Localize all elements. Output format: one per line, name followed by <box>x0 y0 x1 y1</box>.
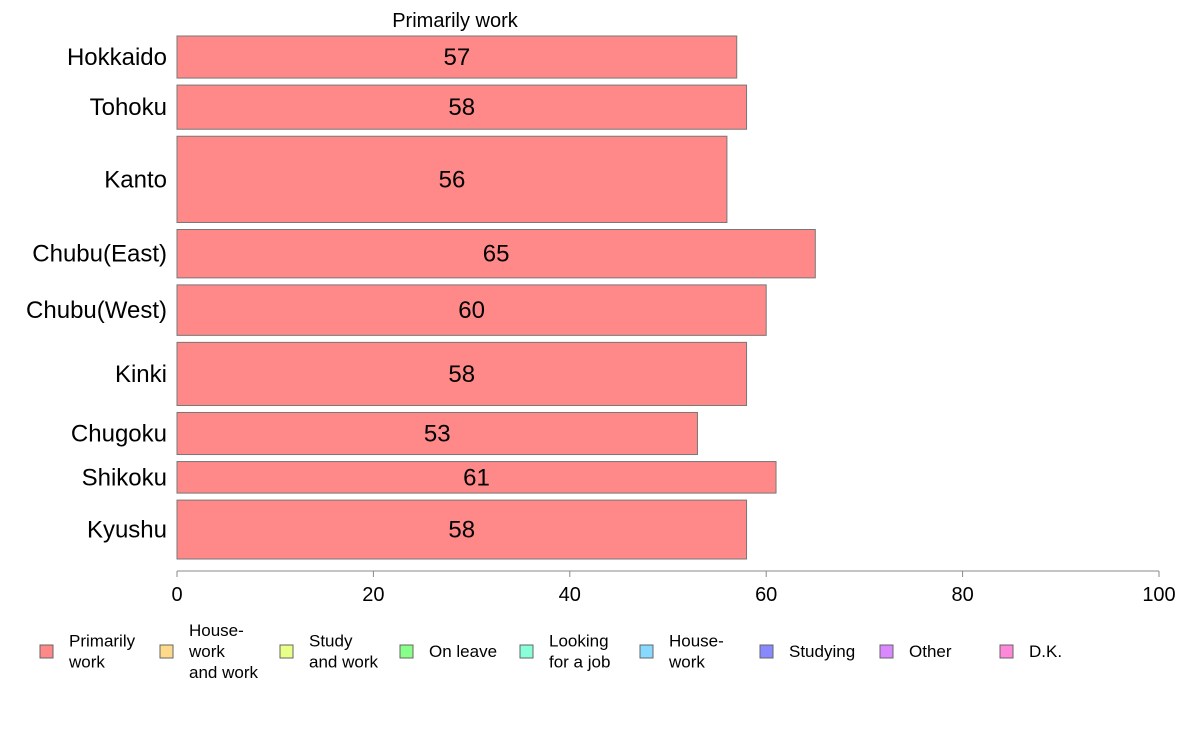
category-label: Shikoku <box>82 464 167 491</box>
legend-swatch <box>879 644 894 659</box>
legend-swatch <box>759 644 774 659</box>
legend-label: On leave <box>429 642 497 661</box>
value-label: 61 <box>463 464 490 491</box>
legend-swatch <box>519 644 534 659</box>
bar-shikoku <box>176 461 777 494</box>
legend-label: Primarily work <box>68 632 136 672</box>
x-tick-label: 60 <box>755 584 777 606</box>
legend-swatch <box>399 644 414 659</box>
legend-swatch <box>39 644 54 659</box>
value-label: 60 <box>458 297 485 324</box>
x-tick-label: 40 <box>559 584 581 606</box>
value-label: 53 <box>424 421 451 448</box>
category-label: Tohoku <box>90 94 167 121</box>
chart-title: Primarily work <box>392 10 519 32</box>
legend: Primarily work House-work and work Study and … <box>39 621 1062 682</box>
legend-label: Looking for a job <box>549 632 610 672</box>
legend-label: Study and work <box>309 632 378 672</box>
category-label: Hokkaido <box>67 44 167 71</box>
bar-tohoku <box>176 84 748 130</box>
legend-label: D.K. <box>1029 642 1062 661</box>
legend-swatch <box>639 644 654 659</box>
category-label: Kyushu <box>87 517 167 544</box>
bar-kinki <box>176 341 748 406</box>
bar-kanto <box>176 135 728 223</box>
legend-swatch <box>999 644 1014 659</box>
legend-label: Other <box>909 642 952 661</box>
legend-label: Studying <box>789 642 855 661</box>
x-axis: 0 20 40 60 80 100 <box>171 570 1176 606</box>
value-label: 58 <box>448 94 475 121</box>
category-label: Chugoku <box>71 421 167 448</box>
bars-group: Hokkaido 57 Tohoku 58 Kanto 56 Chubu(East) 65 Ch… <box>26 35 816 560</box>
legend-label: House-work <box>668 632 724 672</box>
bar-hokkaido <box>176 35 738 79</box>
category-label: Chubu(West) <box>26 297 167 324</box>
x-tick-label: 80 <box>951 584 973 606</box>
legend-swatch <box>159 644 174 659</box>
value-label: 57 <box>444 44 471 71</box>
bar-chubu-west- <box>176 284 767 336</box>
value-label: 58 <box>448 361 475 388</box>
category-label: Chubu(East) <box>32 241 167 268</box>
x-tick-label: 20 <box>362 584 384 606</box>
bar-kyushu <box>176 499 748 560</box>
legend-swatch <box>279 644 294 659</box>
value-label: 65 <box>483 241 510 268</box>
value-label: 58 <box>448 517 475 544</box>
legend-label: House-work and work <box>188 621 258 682</box>
bar-chubu-east- <box>176 228 816 279</box>
x-tick-label: 100 <box>1142 584 1175 606</box>
x-tick-label: 0 <box>171 584 182 606</box>
category-label: Kinki <box>115 361 167 388</box>
category-label: Kanto <box>104 166 167 193</box>
bar-chugoku <box>176 411 698 456</box>
value-label: 56 <box>439 166 466 193</box>
